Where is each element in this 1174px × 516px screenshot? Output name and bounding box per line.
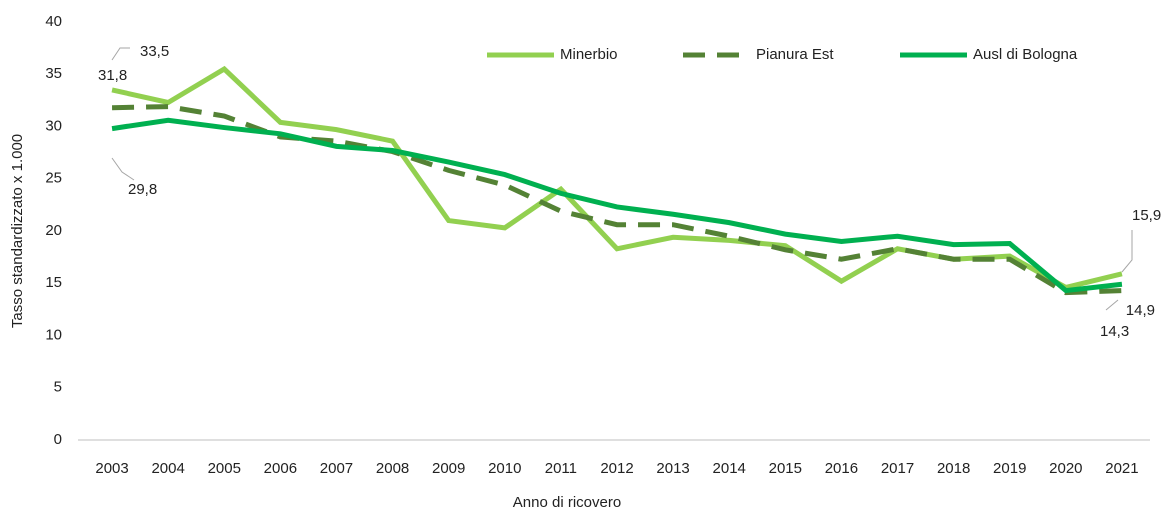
y-tick-label: 40 — [45, 13, 62, 30]
x-tick-label: 2021 — [1105, 460, 1138, 477]
data-label: 14,9 — [1126, 302, 1155, 319]
x-tick-label: 2015 — [769, 460, 802, 477]
x-tick-label: 2012 — [600, 460, 633, 477]
y-tick-label: 10 — [45, 326, 62, 343]
y-tick-label: 35 — [45, 65, 62, 82]
y-tick-label: 0 — [54, 431, 62, 448]
leader-line — [111, 47, 130, 61]
x-tick-label: 2003 — [95, 460, 128, 477]
leader-line — [1121, 230, 1133, 273]
x-tick-label: 2010 — [488, 460, 521, 477]
x-tick-label: 2014 — [713, 460, 746, 477]
y-tick-label: 20 — [45, 222, 62, 239]
y-tick-label: 15 — [45, 274, 62, 291]
series-line — [111, 117, 1123, 294]
y-tick-label: 30 — [45, 117, 62, 134]
series-line — [111, 65, 1123, 291]
y-axis-title: Tasso standardizzato x 1.000 — [9, 134, 26, 328]
x-tick-label: 2013 — [656, 460, 689, 477]
y-tick-label: 25 — [45, 170, 62, 187]
series-line — [112, 104, 1123, 296]
leader-line — [1105, 299, 1119, 311]
x-tick-label: 2016 — [825, 460, 858, 477]
x-tick-label: 2005 — [208, 460, 241, 477]
x-tick-label: 2007 — [320, 460, 353, 477]
legend-label: Ausl di Bologna — [973, 46, 1078, 63]
leader-line — [111, 157, 135, 181]
x-tick-label: 2018 — [937, 460, 970, 477]
x-tick-label: 2009 — [432, 460, 465, 477]
x-axis-title: Anno di ricovero — [513, 494, 621, 511]
data-label: 29,8 — [128, 181, 157, 198]
legend-label: Minerbio — [560, 46, 618, 63]
x-tick-label: 2020 — [1049, 460, 1082, 477]
x-tick-label: 2017 — [881, 460, 914, 477]
data-label: 31,8 — [98, 67, 127, 84]
x-tick-label: 2006 — [264, 460, 297, 477]
data-label: 14,3 — [1100, 323, 1129, 340]
x-tick-label: 2004 — [151, 460, 184, 477]
x-tick-label: 2019 — [993, 460, 1026, 477]
data-label: 33,5 — [140, 43, 169, 60]
legend-label: Pianura Est — [756, 46, 834, 63]
x-tick-label: 2008 — [376, 460, 409, 477]
data-label: 15,9 — [1132, 207, 1161, 224]
y-tick-label: 5 — [54, 379, 62, 396]
x-tick-label: 2011 — [545, 460, 577, 477]
